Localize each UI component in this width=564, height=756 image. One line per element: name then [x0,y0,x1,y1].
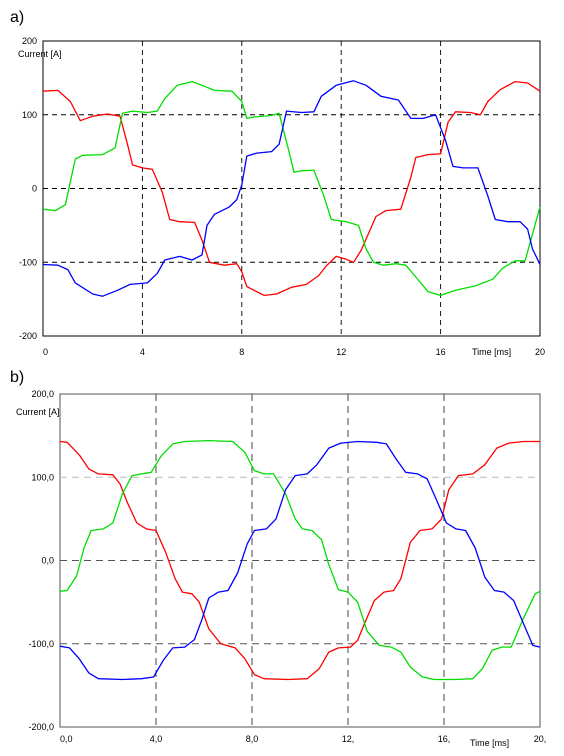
y-tick-label: 200 [22,36,37,46]
x-tick-label: 8 [239,347,244,357]
y-axis-label: Current [A] [18,49,62,59]
series-line-3 [42,80,541,297]
x-axis-label: Time [ms] [472,347,511,357]
y-tick-label: -200,0 [28,722,54,732]
y-tick-label: 0 [32,184,37,194]
x-axis-label: Time [ms] [470,738,509,748]
x-tick-label: 16, [438,734,451,744]
chart-a: 200 100 0 -100 -200 0 4 8 12 16 20 Current [A] Time … [18,36,545,357]
series-line-2 [42,80,541,297]
y-tick-label: -100 [19,257,37,267]
x-tick-label: 16 [436,347,446,357]
y-axis-label: Current [A] [16,407,60,417]
series-line-1 [42,80,541,297]
x-tick-label: 0,0 [60,734,73,744]
x-tick-label: 12 [336,347,346,357]
x-tick-label: 4,0 [150,734,163,744]
y-tick-label: 0,0 [41,556,54,566]
x-tick-label: 12, [342,734,355,744]
y-tick-label: 100,0 [31,472,54,482]
chart-b: 200,0 100,0 0,0 -100,0 -200,0 0,0 4,0 8,0 12, 16,… [16,389,546,748]
y-tick-label: -100,0 [28,639,54,649]
panel-a-label: a) [10,9,24,26]
y-tick-label: 100 [22,110,37,120]
y-tick-label: 200,0 [31,389,54,399]
series-line-1 [59,440,540,681]
series-line-2 [59,439,541,681]
y-tick-label: -200 [19,331,37,341]
panel-b-label: b) [10,369,24,386]
x-tick-label: 20, [534,734,547,744]
x-tick-label: 0 [43,347,48,357]
series-line-3 [59,440,541,681]
x-tick-label: 20 [535,347,545,357]
x-tick-label: 4 [140,347,145,357]
x-tick-label: 8,0 [246,734,259,744]
